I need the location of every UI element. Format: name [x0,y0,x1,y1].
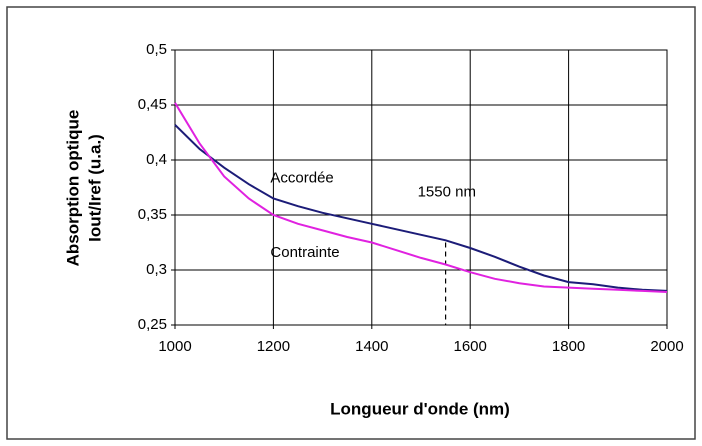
x-tick-label: 2000 [650,338,683,355]
y-tick-label: 0,35 [138,206,167,223]
y-axis-title: Iout/Iref (u.a.) [85,134,104,242]
x-tick-label: 1200 [257,338,290,355]
reference-label: 1550 nm [418,183,476,200]
y-tick-label: 0,3 [146,261,167,278]
x-tick-label: 1800 [552,338,585,355]
series-line [174,102,668,293]
series-label: Contrainte [270,244,339,261]
y-axis-title: Absorption optique [63,110,82,267]
x-axis-title: Longueur d'onde (nm) [330,399,510,418]
y-tick-label: 0,45 [138,96,167,113]
x-tick-label: 1400 [355,338,388,355]
x-tick-label: 1000 [158,338,191,355]
y-tick-label: 0,4 [146,151,167,168]
x-tick-label: 1600 [454,338,487,355]
series-line [174,124,668,292]
y-tick-label: 0,25 [138,316,167,333]
series-label: Accordée [270,169,333,186]
y-tick-label: 0,5 [146,41,167,58]
plot-area [174,49,668,326]
